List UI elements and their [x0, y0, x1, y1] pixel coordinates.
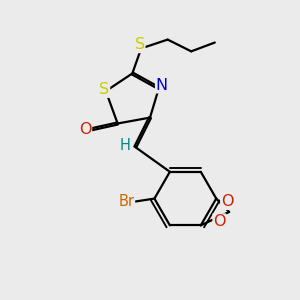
Text: O: O — [221, 194, 233, 209]
Text: H: H — [119, 138, 130, 153]
Text: S: S — [99, 82, 110, 97]
Text: S: S — [135, 38, 145, 52]
Text: Br: Br — [118, 194, 134, 209]
Text: O: O — [213, 214, 226, 229]
Text: O: O — [79, 122, 92, 137]
Text: N: N — [156, 78, 168, 93]
